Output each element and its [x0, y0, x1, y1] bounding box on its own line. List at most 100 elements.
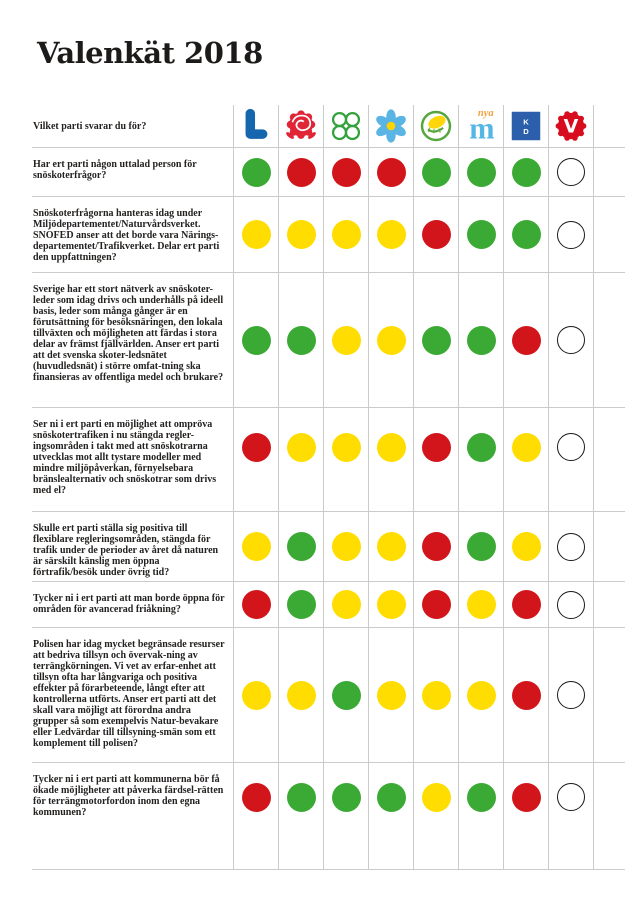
answer-dot-red — [511, 680, 541, 710]
answer-dot-none — [557, 433, 585, 461]
answer-dot-red — [421, 220, 451, 249]
answer-cell — [458, 408, 503, 511]
row-filler — [593, 105, 625, 147]
svg-text:nya: nya — [478, 108, 494, 119]
table-row: Tycker ni i ert parti att kommunerna bör… — [32, 763, 625, 870]
answer-dot-yellow — [376, 590, 406, 619]
question-text: Ser ni i ert parti en möjlighet att ompr… — [33, 419, 217, 496]
answer-cell — [323, 273, 368, 407]
answer-dot-yellow — [241, 680, 271, 710]
answer-cell — [458, 763, 503, 869]
answer-dot-yellow — [331, 590, 361, 619]
answer-cell — [413, 763, 458, 869]
answer-dot-yellow — [466, 680, 496, 710]
answer-cell — [323, 628, 368, 762]
answer-cell — [503, 408, 548, 511]
survey-rows: Har ert parti någon uttalad person för s… — [32, 148, 625, 870]
answer-cell — [278, 582, 323, 627]
answer-dot-green — [286, 325, 316, 355]
survey-table: Vilket parti svarar du för? — [32, 105, 625, 870]
table-row: Ser ni i ert parti en möjlighet att ompr… — [32, 408, 625, 512]
answer-cell — [413, 628, 458, 762]
question-text: Tycker ni i ert parti att kommunerna bör… — [33, 774, 224, 818]
answer-dot-green — [286, 532, 316, 561]
answer-dot-green — [376, 783, 406, 812]
header-question: Vilket parti svarar du för? — [33, 120, 147, 132]
answer-cell — [458, 582, 503, 627]
answer-cell — [233, 408, 278, 511]
answer-dot-yellow — [466, 590, 496, 619]
answer-cell — [413, 273, 458, 407]
question-text: Tycker ni i ert parti att man borde öppn… — [33, 593, 225, 615]
answer-cell — [323, 408, 368, 511]
answer-cell — [503, 763, 548, 869]
answer-dot-yellow — [376, 325, 406, 355]
answer-cell — [368, 763, 413, 869]
answer-cell — [323, 148, 368, 196]
table-row: Sverige har ett stort nätverk av snöskot… — [32, 273, 625, 408]
answer-dot-yellow — [421, 680, 451, 710]
answer-dot-none — [557, 783, 585, 811]
answer-cell — [413, 582, 458, 627]
answer-cell — [413, 148, 458, 196]
answer-dot-yellow — [241, 220, 271, 249]
answer-dot-red — [511, 325, 541, 355]
answer-dot-green — [421, 157, 451, 187]
answer-dot-yellow — [511, 433, 541, 462]
party-column-liberalerna — [233, 105, 278, 147]
answer-cell — [458, 628, 503, 762]
row-filler — [593, 197, 625, 272]
answer-cell — [548, 408, 593, 511]
answer-cell — [368, 197, 413, 272]
answer-cell — [458, 512, 503, 581]
answer-cell — [278, 628, 323, 762]
party-column-sverigedemokraterna — [368, 105, 413, 147]
liberalerna-logo-icon — [245, 108, 268, 139]
answer-dot-red — [286, 157, 316, 187]
answer-dot-yellow — [376, 532, 406, 561]
svg-text:K: K — [523, 118, 529, 127]
answer-cell — [548, 582, 593, 627]
moderaterna-logo-icon: m nya — [469, 108, 494, 145]
answer-dot-yellow — [286, 433, 316, 462]
answer-dot-green — [466, 783, 496, 812]
answer-cell — [548, 512, 593, 581]
answer-dot-none — [557, 681, 585, 709]
answer-dot-yellow — [331, 220, 361, 249]
answer-dot-yellow — [421, 783, 451, 812]
question-text: Har ert parti någon uttalad person för s… — [33, 159, 197, 181]
answer-cell — [233, 763, 278, 869]
answer-dot-red — [511, 590, 541, 619]
party-column-kristdemokraterna: K D — [503, 105, 548, 147]
answer-cell — [323, 763, 368, 869]
answer-cell — [278, 273, 323, 407]
answer-dot-red — [376, 157, 406, 187]
party-column-vansterpartiet: V — [548, 105, 593, 147]
answer-dot-none — [557, 220, 585, 249]
answer-cell — [368, 148, 413, 196]
answer-cell — [548, 763, 593, 869]
answer-cell — [368, 408, 413, 511]
answer-cell — [368, 273, 413, 407]
answer-dot-red — [421, 433, 451, 462]
answer-dot-yellow — [241, 532, 271, 561]
svg-text:V: V — [564, 116, 579, 138]
answer-dot-green — [421, 325, 451, 355]
answer-cell — [323, 512, 368, 581]
answer-dot-yellow — [331, 325, 361, 355]
answer-dot-none — [557, 326, 585, 354]
answer-cell — [233, 582, 278, 627]
answer-dot-yellow — [376, 680, 406, 710]
answer-dot-red — [241, 783, 271, 812]
page-title: Valenkät 2018 — [37, 36, 263, 70]
table-row: Skulle ert parti ställa sig positiva til… — [32, 512, 625, 582]
question-text: Sverige har ett stort nätverk av snöskot… — [33, 284, 224, 383]
answer-cell — [503, 273, 548, 407]
row-filler — [593, 628, 625, 762]
answer-dot-green — [241, 325, 271, 355]
party-column-centerpartiet — [323, 105, 368, 147]
answer-dot-yellow — [331, 532, 361, 561]
answer-cell — [548, 273, 593, 407]
question-text: Snöskoterfrågorna hanteras idag under Mi… — [33, 208, 220, 263]
